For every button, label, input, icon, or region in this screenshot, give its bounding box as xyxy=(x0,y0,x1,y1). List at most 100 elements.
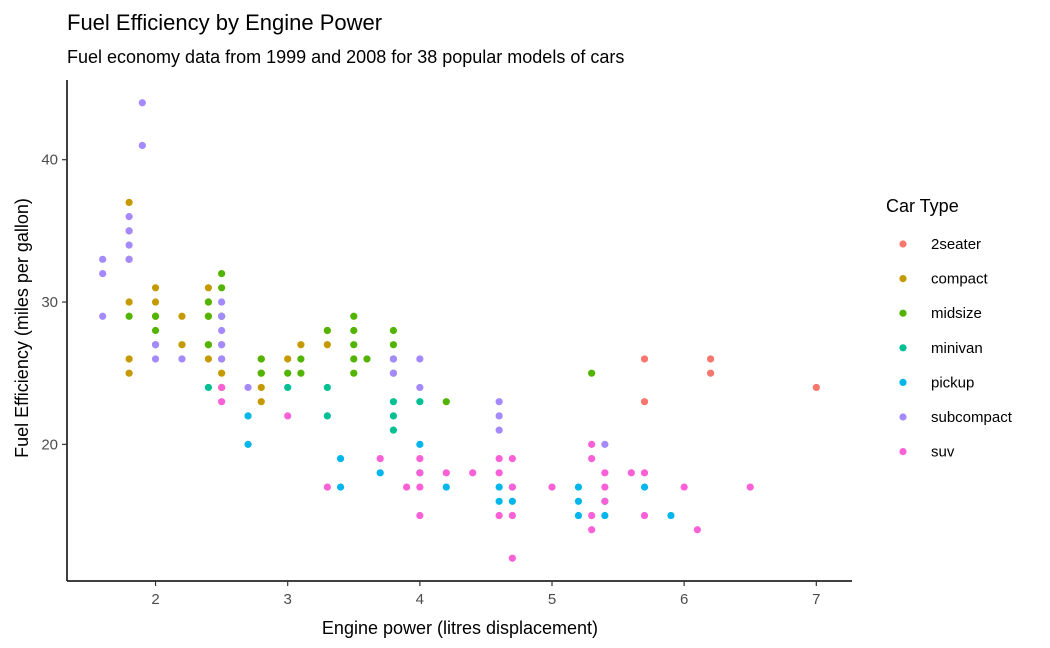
y-tick-label: 40 xyxy=(41,152,58,169)
data-point-midsize xyxy=(297,369,305,377)
data-point-subcompact xyxy=(218,355,226,363)
data-point-minivan xyxy=(416,398,424,406)
data-point-subcompact xyxy=(99,269,107,278)
data-point-midsize xyxy=(284,369,292,377)
data-point-suv xyxy=(218,383,226,392)
data-point-suv xyxy=(640,511,649,520)
data-point-compact xyxy=(151,298,160,306)
data-point-pickup xyxy=(495,497,503,505)
data-point-subcompact xyxy=(178,355,186,363)
legend-label-midsize: midsize xyxy=(931,305,982,322)
data-point-compact xyxy=(178,341,186,349)
x-tick-label: 4 xyxy=(416,591,424,608)
x-axis-ticks: 2 3 4 5 6 7 xyxy=(151,581,820,608)
data-point-minivan xyxy=(323,412,331,420)
data-point-midsize xyxy=(151,312,160,320)
data-point-2seater xyxy=(706,355,715,363)
legend-label-2seater: 2seater xyxy=(931,236,981,253)
data-point-suv xyxy=(680,483,688,491)
data-point-suv xyxy=(508,483,516,491)
data-point-suv xyxy=(548,483,556,491)
data-point-subcompact xyxy=(495,398,503,406)
data-point-pickup xyxy=(508,497,516,505)
data-point-midsize xyxy=(389,326,398,335)
data-point-midsize xyxy=(350,341,358,349)
y-tick-label: 30 xyxy=(41,294,58,311)
data-point-midsize xyxy=(442,398,450,406)
data-point-midsize xyxy=(125,312,133,320)
data-point-midsize xyxy=(204,341,213,349)
data-point-suv xyxy=(495,511,503,520)
data-point-subcompact xyxy=(125,255,133,263)
data-point-subcompact xyxy=(151,355,160,363)
legend-label-subcompact: subcompact xyxy=(931,409,1013,426)
data-point-suv xyxy=(284,412,292,420)
data-point-midsize xyxy=(297,355,305,363)
data-point-minivan xyxy=(204,383,213,392)
data-point-compact xyxy=(204,284,213,292)
points-layer xyxy=(99,99,820,562)
data-point-suv xyxy=(588,526,596,534)
data-point-minivan xyxy=(323,383,331,392)
data-point-suv xyxy=(601,469,609,477)
data-point-compact xyxy=(125,298,133,306)
x-tick-label: 2 xyxy=(151,591,159,608)
legend-label-suv: suv xyxy=(931,444,955,461)
data-point-pickup xyxy=(574,483,583,491)
data-point-midsize xyxy=(151,326,160,335)
data-point-suv xyxy=(416,511,424,520)
y-tick-label: 20 xyxy=(41,436,58,453)
data-point-subcompact xyxy=(389,369,398,377)
data-point-suv xyxy=(588,511,596,520)
data-point-subcompact xyxy=(601,440,609,448)
data-point-subcompact xyxy=(416,383,424,392)
data-point-suv xyxy=(508,454,516,463)
legend-title: Car Type xyxy=(886,196,959,216)
data-point-pickup xyxy=(244,440,252,448)
data-point-subcompact xyxy=(495,412,503,420)
data-point-compact xyxy=(284,355,292,363)
x-tick-label: 7 xyxy=(812,591,820,608)
data-point-compact xyxy=(257,383,265,392)
data-point-suv xyxy=(416,469,424,477)
data-point-midsize xyxy=(350,355,358,363)
data-point-pickup xyxy=(640,483,649,491)
data-point-suv xyxy=(588,454,596,463)
data-point-pickup xyxy=(442,483,450,491)
data-point-midsize xyxy=(350,312,358,320)
data-point-subcompact xyxy=(495,426,503,434)
data-point-suv xyxy=(640,469,649,477)
data-point-subcompact xyxy=(218,326,226,335)
data-point-suv xyxy=(416,483,424,491)
data-point-subcompact xyxy=(389,355,398,363)
data-point-minivan xyxy=(389,426,398,434)
data-point-2seater xyxy=(640,355,649,363)
legend-items: 2seater compact midsize minivan pickup subcom… xyxy=(899,236,1013,461)
data-point-midsize xyxy=(350,369,358,377)
legend-key-2seater xyxy=(899,240,907,248)
data-point-suv xyxy=(403,483,411,491)
data-point-suv xyxy=(376,454,384,463)
data-point-compact xyxy=(257,398,265,406)
data-point-suv xyxy=(469,469,477,477)
legend-key-minivan xyxy=(899,344,907,352)
data-point-subcompact xyxy=(125,227,133,235)
data-point-midsize xyxy=(389,341,398,349)
data-point-pickup xyxy=(667,511,675,520)
data-point-subcompact xyxy=(99,255,107,263)
data-point-compact xyxy=(125,369,133,377)
data-point-subcompact xyxy=(244,383,252,392)
data-point-subcompact xyxy=(151,341,160,349)
data-point-compact xyxy=(151,284,160,292)
data-point-midsize xyxy=(218,284,226,292)
data-point-midsize xyxy=(323,326,331,335)
data-point-compact xyxy=(125,355,133,363)
data-point-pickup xyxy=(336,454,345,463)
data-point-midsize xyxy=(257,355,265,363)
data-point-subcompact xyxy=(218,341,226,349)
legend-key-suv xyxy=(899,448,907,456)
data-point-compact xyxy=(204,355,213,363)
legend-label-pickup: pickup xyxy=(931,374,974,391)
legend-key-midsize xyxy=(899,309,907,317)
